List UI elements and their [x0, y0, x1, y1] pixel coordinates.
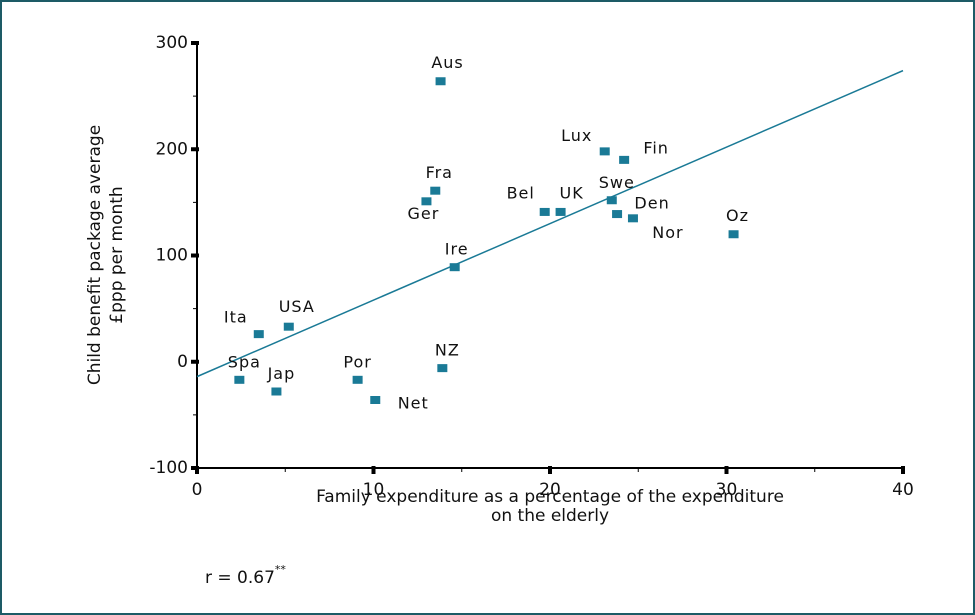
point-label: Spa — [228, 352, 261, 371]
point — [271, 387, 282, 396]
annotation-superscript: ** — [275, 563, 287, 576]
point-label: Net — [398, 394, 429, 413]
point — [728, 230, 739, 239]
point-label: Nor — [652, 223, 683, 242]
x-axis-label: Family expenditure as a percentage of th… — [316, 487, 784, 507]
y-tick-label: 300 — [156, 33, 188, 53]
point-label: Ire — [445, 240, 469, 259]
x-tick-label: 40 — [892, 480, 914, 500]
x-axis-label: on the elderly — [491, 506, 609, 526]
point-label: Lux — [561, 126, 592, 145]
y-axis-label: Child benefit package average — [85, 125, 105, 385]
trend-line — [196, 69, 904, 378]
point — [612, 210, 623, 219]
y-tick-label: 0 — [177, 352, 188, 372]
point-label: Oz — [726, 206, 749, 225]
point-label: Aus — [431, 53, 463, 72]
y-axis-label: £ppp per month — [107, 186, 127, 323]
point — [606, 196, 617, 205]
point-label: Fin — [643, 138, 669, 157]
point — [555, 207, 566, 216]
point — [437, 364, 448, 373]
point — [627, 214, 638, 223]
point-label: Ita — [224, 308, 248, 327]
point — [283, 322, 294, 331]
point-label: Swe — [599, 173, 635, 192]
point-label: Den — [634, 194, 669, 213]
point-label: Jap — [267, 364, 296, 383]
x-tick-label: 20 — [539, 480, 561, 500]
annotation-text: r = 0.67 — [205, 568, 275, 588]
y-tick-label: -100 — [149, 458, 188, 478]
annotation: r = 0.67** — [205, 563, 286, 588]
y-tick-label: 200 — [156, 139, 188, 159]
point — [430, 186, 441, 195]
point-label: NZ — [435, 341, 460, 360]
point-label: USA — [279, 297, 315, 316]
point — [539, 207, 550, 216]
point-label: Bel — [507, 183, 535, 202]
point — [370, 396, 381, 404]
point-label: Por — [343, 352, 371, 371]
point — [435, 77, 446, 86]
x-tick-label: 30 — [716, 480, 738, 500]
x-tick-label: 0 — [192, 480, 203, 500]
point — [253, 330, 264, 339]
point — [619, 155, 630, 164]
point — [352, 375, 363, 384]
point-label: UK — [559, 183, 583, 202]
point-label: Fra — [426, 163, 453, 182]
point — [449, 263, 460, 272]
point — [599, 147, 610, 156]
point-label: Ger — [408, 204, 440, 223]
point — [421, 197, 432, 206]
y-tick-label: 100 — [156, 246, 188, 266]
x-tick-label: 10 — [363, 480, 385, 500]
point — [234, 375, 245, 384]
